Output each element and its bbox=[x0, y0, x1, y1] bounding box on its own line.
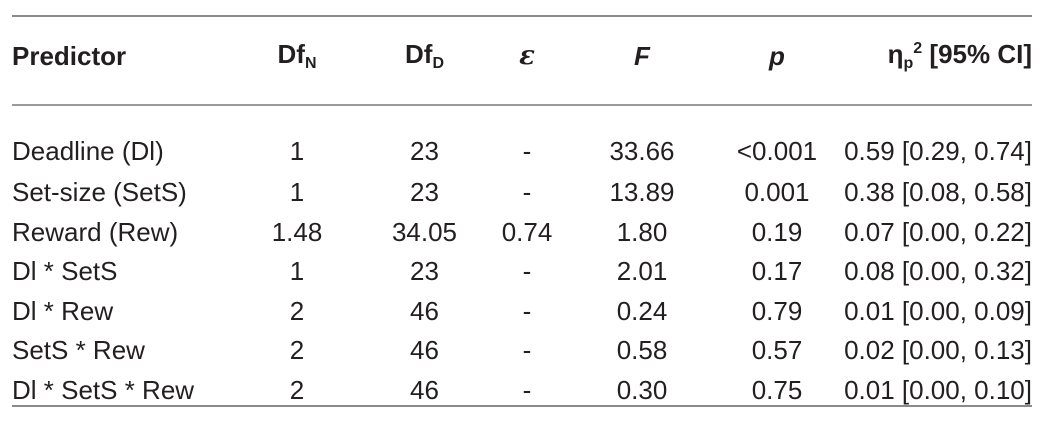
cell-predictor: Deadline (Dl) bbox=[12, 136, 164, 166]
cell-dfn: 2 bbox=[289, 374, 305, 405]
cell-f: 13.89 bbox=[609, 177, 675, 208]
cell-dfd: 23 bbox=[410, 256, 439, 287]
header-p: p bbox=[769, 40, 785, 71]
cell-dfn: 1 bbox=[289, 256, 305, 287]
cell-epsilon: - bbox=[522, 177, 532, 208]
cell-p: 0.001 bbox=[744, 177, 810, 208]
cell-epsilon: - bbox=[522, 136, 532, 166]
cell-f: 0.30 bbox=[616, 374, 668, 405]
cell-dfd: 34.05 bbox=[391, 216, 458, 247]
cell-f: 33.66 bbox=[609, 136, 675, 166]
cell-dfd: 23 bbox=[410, 136, 439, 166]
table-row: Reward (Rew) 1.48 34.05 0.74 1.80 0.19 0… bbox=[12, 213, 1032, 253]
top-rule bbox=[12, 15, 1032, 17]
cell-f: 0.24 bbox=[616, 295, 668, 326]
cell-predictor: Dl * SetS bbox=[12, 256, 118, 287]
cell-p: 0.57 bbox=[751, 335, 803, 366]
cell-eta: 0.01 [0.00, 0.10] bbox=[844, 374, 1032, 405]
cell-epsilon: - bbox=[522, 256, 532, 287]
header-f: F bbox=[634, 40, 650, 71]
header-predictor: Predictor bbox=[12, 40, 127, 71]
anova-table: Predictor DfN DfD ε F p ηp2 [95% CI] Dea… bbox=[12, 0, 1032, 410]
cell-epsilon: - bbox=[522, 374, 532, 405]
cell-epsilon: - bbox=[522, 335, 532, 366]
cell-dfn: 2 bbox=[289, 335, 305, 366]
table-row: Dl * SetS 1 23 - 2.01 0.17 0.08 [0.00, 0… bbox=[12, 252, 1032, 292]
cell-f: 1.80 bbox=[616, 216, 668, 247]
table-row: Set-size (SetS) 1 23 - 13.89 0.001 0.38 … bbox=[12, 173, 1032, 213]
cell-epsilon: 0.74 bbox=[501, 216, 553, 247]
cell-eta: 0.08 [0.00, 0.32] bbox=[844, 256, 1032, 287]
cell-dfd: 46 bbox=[410, 335, 439, 366]
header-epsilon: ε bbox=[519, 41, 535, 71]
cell-dfd: 23 bbox=[410, 177, 439, 208]
cell-dfn: 2 bbox=[289, 295, 305, 326]
table-row: SetS * Rew 2 46 - 0.58 0.57 0.02 [0.00, … bbox=[12, 331, 1032, 371]
cell-eta: 0.01 [0.00, 0.09] bbox=[844, 295, 1032, 326]
cell-eta: 0.38 [0.08, 0.58] bbox=[844, 177, 1032, 208]
cell-dfd: 46 bbox=[410, 374, 439, 405]
cell-predictor: Dl * Rew bbox=[12, 295, 114, 326]
bottom-rule bbox=[12, 405, 1032, 407]
cell-dfn: 1 bbox=[289, 136, 305, 166]
cell-p: <0.001 bbox=[736, 136, 818, 166]
cell-p: 0.79 bbox=[751, 295, 803, 326]
cell-p: 0.17 bbox=[751, 256, 803, 287]
cell-p: 0.19 bbox=[751, 216, 803, 247]
cell-predictor: Set-size (SetS) bbox=[12, 177, 187, 208]
cell-eta: 0.07 [0.00, 0.22] bbox=[844, 216, 1032, 247]
cell-dfn: 1 bbox=[289, 177, 305, 208]
cell-f: 0.58 bbox=[616, 335, 668, 366]
table-row: Deadline (Dl) 1 23 - 33.66 <0.001 0.59 [… bbox=[12, 114, 1032, 173]
cell-predictor: SetS * Rew bbox=[12, 335, 145, 366]
cell-eta: 0.59 [0.29, 0.74] bbox=[844, 136, 1032, 166]
cell-predictor: Reward (Rew) bbox=[12, 216, 179, 247]
table-row: Dl * SetS * Rew 2 46 - 0.30 0.75 0.01 [0… bbox=[12, 371, 1032, 411]
header-row: Predictor DfN DfD ε F p ηp2 [95% CI] bbox=[12, 0, 1032, 114]
cell-dfn: 1.48 bbox=[271, 216, 323, 247]
table-row: Dl * Rew 2 46 - 0.24 0.79 0.01 [0.00, 0.… bbox=[12, 292, 1032, 332]
header-dfn: DfN bbox=[277, 39, 317, 72]
cell-eta: 0.02 [0.00, 0.13] bbox=[844, 335, 1032, 366]
cell-p: 0.75 bbox=[751, 374, 803, 405]
cell-dfd: 46 bbox=[410, 295, 439, 326]
cell-f: 2.01 bbox=[616, 256, 668, 287]
header-eta: ηp2 [95% CI] bbox=[887, 39, 1032, 72]
cell-predictor: Dl * SetS * Rew bbox=[12, 374, 195, 405]
cell-epsilon: - bbox=[522, 295, 532, 326]
header-dfd: DfD bbox=[405, 39, 444, 72]
header-rule bbox=[12, 104, 1032, 106]
